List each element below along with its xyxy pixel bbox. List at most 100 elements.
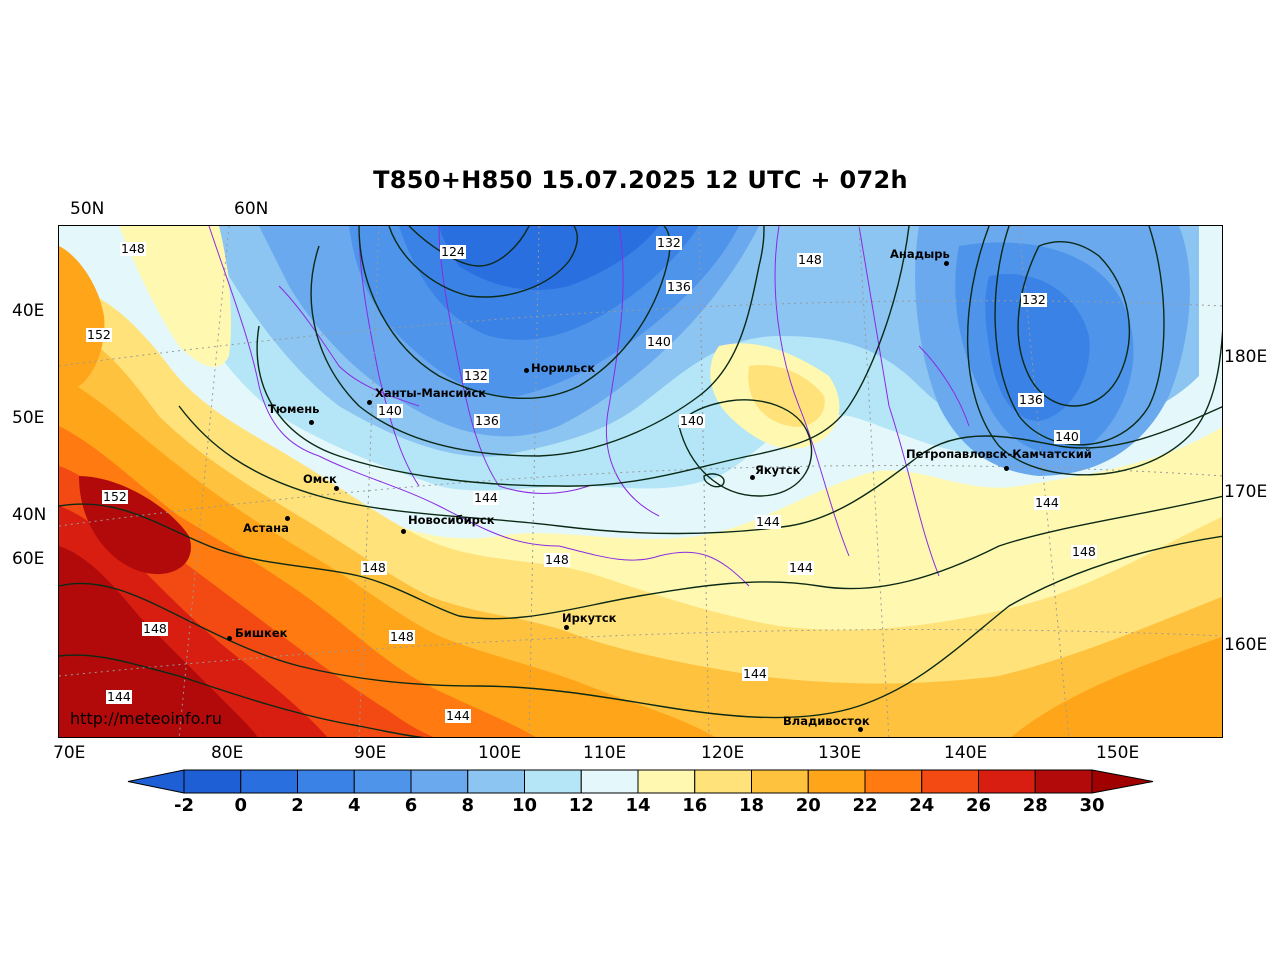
colorbar-tick-label: 0 [234,795,248,816]
contour-label: 136 [1018,392,1044,407]
contour-label: 132 [463,368,489,383]
city-label-anadyr: Анадырь [890,247,950,261]
colorbar-swatch [864,769,923,794]
contour-label: 148 [120,241,146,256]
colorbar-swatch [524,769,582,794]
colorbar-swatch [1034,769,1093,794]
contour-label: 132 [656,235,682,250]
colorbar-tick-label: 26 [965,795,992,816]
left-label-50e: 50E [12,408,45,428]
colorbar-swatch [297,769,355,794]
colorbar-tick-label: 30 [1079,795,1105,816]
city-label-bishkek: Бишкек [235,626,288,640]
left-label-40n: 40N [12,505,47,525]
colorbar-tick-label: 2 [291,795,304,816]
colorbar-swatch [637,769,696,794]
bottom-lon-label-70e: 70E [53,743,86,763]
contour-label: 136 [474,413,500,428]
city-dot-norilsk [524,368,529,373]
colorbar-swatch [410,769,469,794]
city-label-vladivostok: Владивосток [783,714,870,728]
city-dot-vladivostok [858,727,863,732]
colorbar-swatch [580,769,639,794]
colorbar-tick-label: 24 [909,795,935,816]
colorbar-tick-label: 18 [738,795,765,816]
contour-label: 136 [666,279,692,294]
bottom-lon-label-100e: 100E [478,743,522,763]
colorbar-tick-label: 16 [682,795,708,816]
city-dot-anadyr [944,261,949,266]
colorbar-swatch [353,769,412,794]
city-dot-novosibirsk [401,529,406,534]
city-dot-astana [285,516,290,521]
contour-label: 144 [742,666,768,681]
top-lat-label-60n: 60N [234,199,269,219]
map-title: T850+H850 15.07.2025 12 UTC + 072h [373,166,908,194]
city-label-petropavlovsk: Петропавловск-Камчатский [906,447,1092,461]
contour-label: 144 [106,689,132,704]
contour-label: 148 [544,552,570,567]
city-dot-irkutsk [564,625,569,630]
contour-label: 140 [646,334,672,349]
right-label-170e: 170E [1224,482,1268,502]
weather-map [58,225,1223,738]
colorbar-over-arrow [1091,769,1154,794]
colorbar-swatch [183,769,242,794]
city-label-novosibirsk: Новосибирск [408,513,495,527]
contour-label: 140 [377,403,403,418]
contour-label: 152 [102,489,128,504]
city-label-omsk: Омск [303,472,337,486]
contour-label: 148 [1071,544,1097,559]
city-dot-khanty-mansiysk [367,400,372,405]
city-label-yakutsk: Якутск [755,463,801,477]
city-dot-petropavlovsk [1004,466,1009,471]
contour-label: 144 [473,490,499,505]
bottom-lon-label-140e: 140E [944,743,988,763]
left-label-40e: 40E [12,301,45,321]
colorbar-tick-label: 6 [404,795,418,816]
bottom-lon-label-130e: 130E [818,743,862,763]
contour-label: 144 [755,514,781,529]
contour-label: 144 [445,708,471,723]
colorbar-tick-label: 28 [1022,795,1048,816]
temperature-field [59,226,1222,737]
colorbar-tick-label: 8 [461,795,475,816]
colorbar-under-arrow [127,769,185,794]
colorbar-swatch [807,769,866,794]
contour-label: 152 [86,327,112,342]
city-dot-bishkek [227,636,232,641]
colorbar-tick-label: 4 [347,795,361,816]
city-label-irkutsk: Иркутск [562,611,617,625]
city-dot-omsk [334,486,339,491]
contour-label: 148 [142,621,168,636]
watermark: http://meteoinfo.ru [70,709,222,728]
colorbar-swatch [978,769,1036,794]
city-label-astana: Астана [243,521,289,535]
contour-label: 144 [1034,495,1060,510]
contour-label: 148 [361,560,387,575]
colorbar-tick-label: 14 [625,795,651,816]
colorbar-tick-label: -2 [174,795,194,816]
bottom-lon-label-90e: 90E [354,743,387,763]
contour-label: 144 [788,560,814,575]
top-lat-label-50n: 50N [70,199,105,219]
city-dot-tyumen [309,420,314,425]
colorbar-tick-label: 22 [852,795,878,816]
right-label-180e: 180E [1224,347,1268,367]
bottom-lon-label-120e: 120E [701,743,745,763]
contour-label: 148 [389,629,415,644]
colorbar-tick-label: 20 [795,795,821,816]
contour-label: 140 [679,413,705,428]
colorbar-swatch [751,769,809,794]
contour-label: 132 [1021,292,1047,307]
colorbar-swatch [240,769,298,794]
bottom-lon-label-80e: 80E [211,743,244,763]
city-dot-yakutsk [750,475,755,480]
bottom-lon-label-110e: 110E [583,743,627,763]
city-label-khanty-mansiysk: Ханты-Мансийск [375,386,487,400]
right-label-160e: 160E [1224,635,1268,655]
city-label-norilsk: Норильск [531,361,596,375]
contour-label: 140 [1054,429,1080,444]
city-label-tyumen: Тюмень [268,402,320,416]
colorbar-swatch [694,769,752,794]
